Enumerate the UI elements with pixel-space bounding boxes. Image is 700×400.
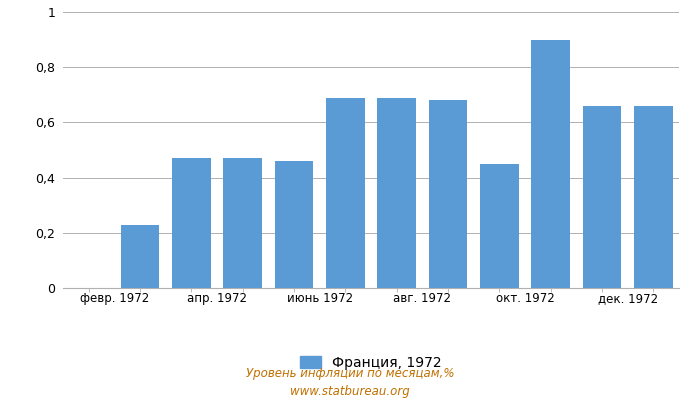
Bar <box>480 164 519 288</box>
Bar <box>428 100 467 288</box>
Legend: Франция, 1972: Франция, 1972 <box>295 350 447 375</box>
Text: www.statbureau.org: www.statbureau.org <box>290 385 410 398</box>
Bar <box>172 158 211 288</box>
Bar <box>120 224 160 288</box>
Bar <box>634 106 673 288</box>
Bar <box>377 98 416 288</box>
Bar <box>582 106 622 288</box>
Bar <box>531 40 570 288</box>
Bar <box>274 161 314 288</box>
Bar <box>223 158 262 288</box>
Bar <box>326 98 365 288</box>
Text: Уровень инфляции по месяцам,%: Уровень инфляции по месяцам,% <box>246 368 454 380</box>
